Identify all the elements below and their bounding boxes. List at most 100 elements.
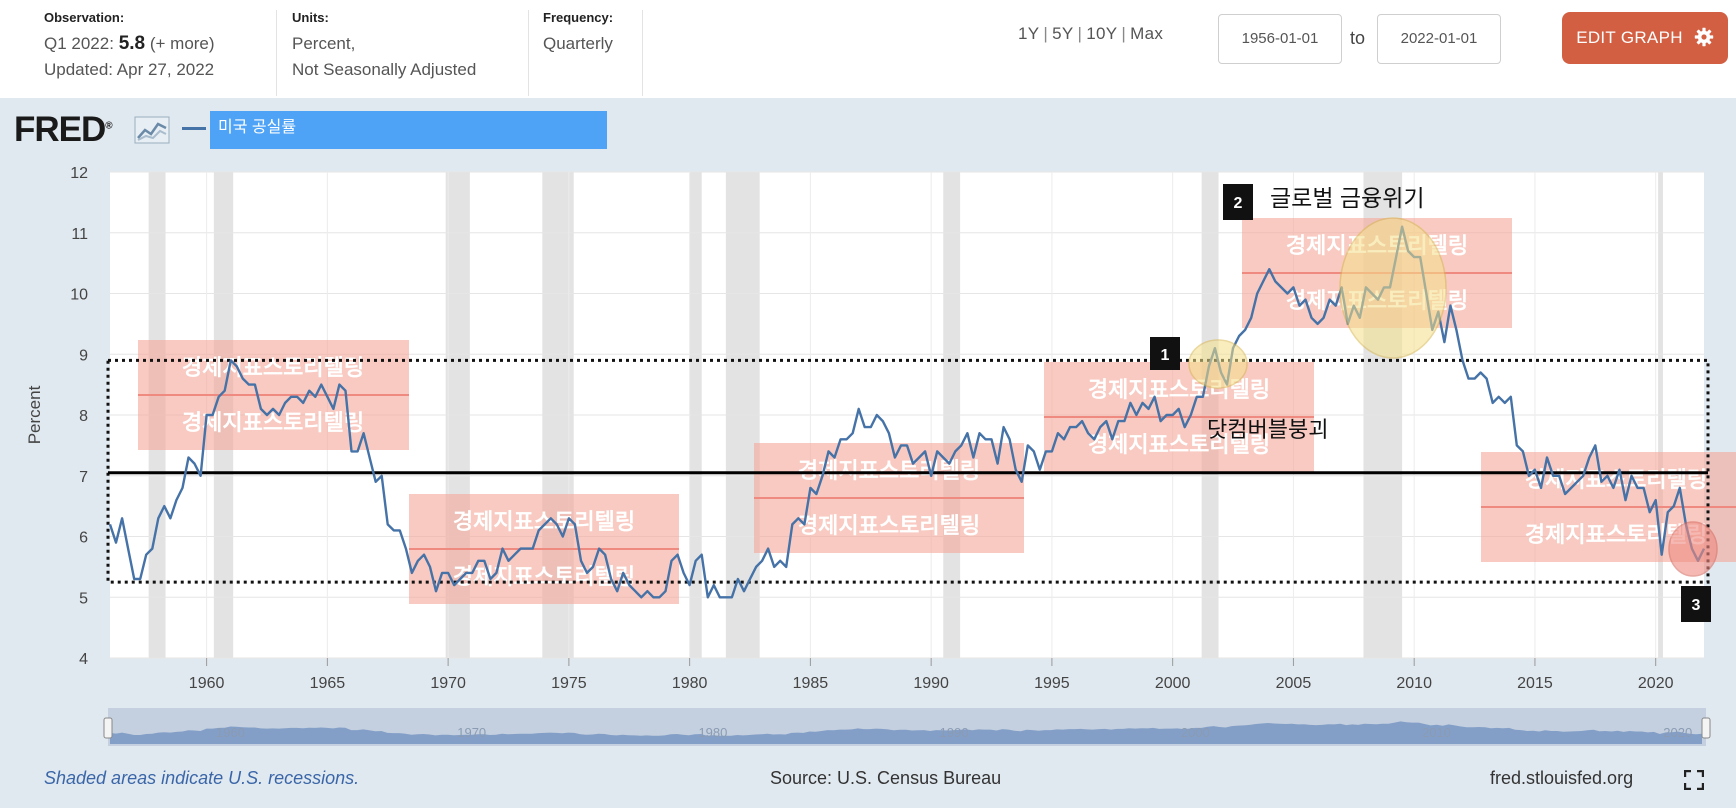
frequency-value: Quarterly [543, 34, 613, 53]
units-line-1: Percent, [292, 34, 356, 53]
navigator-year: 2000 [1181, 725, 1210, 740]
fred-logo-text: FRED [14, 110, 106, 149]
watermark-text: 경제지표스토리텔링 [453, 509, 635, 534]
units-line-2: Not Seasonally Adjusted [292, 60, 477, 79]
x-tick-label: 2005 [1276, 675, 1312, 692]
watermark-box: 경제지표스토리텔링 경제지표스토리텔링 [138, 340, 409, 450]
updated-date: Updated: Apr 27, 2022 [44, 60, 215, 79]
x-tick-label: 1975 [551, 675, 587, 692]
dotcom-highlight-circle [1188, 339, 1248, 389]
start-date-input[interactable]: 1956-01-01 [1218, 14, 1342, 64]
marker-number: 2 [1234, 195, 1243, 212]
navigator-year: 1960 [216, 725, 245, 740]
fullscreen-icon[interactable] [1684, 770, 1704, 790]
observation-number: 5.8 [118, 33, 146, 54]
navigator-year: 2020 [1663, 725, 1692, 740]
end-date-input[interactable]: 2022-01-01 [1377, 14, 1501, 64]
navigator-left-handle[interactable] [103, 717, 113, 739]
marker-number: 1 [1161, 347, 1170, 364]
x-tick-label: 1980 [672, 675, 708, 692]
range-max[interactable]: Max [1130, 24, 1164, 43]
observation-block: Observation: Q1 2022: 5.8 (+ more) Updat… [44, 10, 215, 83]
y-tick-label: 7 [79, 469, 88, 486]
range-band-box [106, 358, 1710, 584]
recent-highlight-circle [1668, 521, 1718, 577]
y-tick-label: 5 [79, 590, 88, 607]
y-axis-ticks: 4 5 6 7 8 9 10 11 12 [70, 165, 88, 668]
observation-prefix: Q1 2022: [44, 34, 114, 53]
fred-logo[interactable]: FRED® [14, 110, 113, 150]
chart-trend-icon [134, 116, 170, 144]
edit-graph-label: EDIT GRAPH [1576, 28, 1683, 47]
legend-swatch [182, 127, 206, 130]
watermark-text: 경제지표스토리텔링 [1088, 432, 1270, 457]
navigator-area [110, 721, 1702, 744]
y-tick-label: 6 [79, 530, 88, 547]
dotcom-label: 닷컴버블붕괴 [1207, 417, 1328, 442]
x-tick-label: 1990 [913, 675, 949, 692]
x-tick-label: 1960 [189, 675, 225, 692]
x-tick-label: 1995 [1034, 675, 1070, 692]
range-navigator[interactable]: 1960 1970 1980 1990 2000 2010 2020 [103, 708, 1711, 746]
y-tick-label: 12 [70, 165, 88, 182]
x-tick-label: 2015 [1517, 675, 1553, 692]
x-tick-label: 1970 [430, 675, 466, 692]
units-label: Units: [292, 10, 329, 25]
range-selector: 1Y | 5Y | 10Y | Max [1018, 24, 1164, 43]
to-label: to [1350, 28, 1366, 48]
navigator-year-labels: 1960 1970 1980 1990 2000 2010 2020 [216, 725, 1692, 740]
frequency-label: Frequency: [543, 10, 614, 25]
source-text: Source: U.S. Census Bureau [770, 768, 1002, 788]
y-axis-label: Percent [25, 385, 44, 444]
gfc-highlight-circle [1339, 217, 1447, 359]
x-tick-label: 2010 [1396, 675, 1432, 692]
x-tick-label: 1965 [310, 675, 346, 692]
navigator-year: 1980 [698, 725, 727, 740]
edit-graph-button[interactable]: EDIT GRAPH [1562, 12, 1728, 64]
x-tick-label: 2000 [1155, 675, 1191, 692]
x-tick-label: 2020 [1638, 675, 1674, 692]
gear-icon [1694, 27, 1714, 47]
observation-value: Q1 2022: 5.8 (+ more) [44, 31, 215, 57]
divider [642, 10, 643, 96]
observation-label: Observation: [44, 10, 125, 25]
navigator-right-handle[interactable] [1701, 717, 1711, 739]
watermark-text: 경제지표스토리텔링 [798, 513, 980, 538]
header-bar: Observation: Q1 2022: 5.8 (+ more) Updat… [0, 0, 1736, 100]
watermark-text: 경제지표스토리텔링 [453, 564, 635, 589]
marker-number: 3 [1692, 597, 1701, 614]
units-block: Units: Percent, Not Seasonally Adjusted [292, 10, 476, 83]
marker-3: 3 [1681, 586, 1711, 622]
more-link[interactable]: (+ more) [149, 34, 215, 53]
navigator-year: 2010 [1422, 725, 1451, 740]
legend-series-label[interactable]: 미국 공실률 [210, 111, 607, 149]
navigator-year: 1970 [457, 725, 486, 740]
y-tick-label: 8 [79, 408, 88, 425]
divider [276, 10, 277, 96]
navigator-year: 1990 [940, 725, 969, 740]
watermark-box: 경제지표스토리텔링 경제지표스토리텔링 [1044, 362, 1314, 472]
y-tick-label: 11 [71, 226, 88, 243]
range-10y[interactable]: 10Y [1086, 24, 1118, 43]
y-tick-label: 4 [79, 651, 88, 668]
x-tick-label: 1985 [793, 675, 829, 692]
watermark-box: 경제지표스토리텔링 경제지표스토리텔링 [409, 494, 679, 604]
recession-footnote: Shaded areas indicate U.S. recessions. [44, 768, 360, 788]
divider [528, 10, 529, 96]
x-axis-ticks: 1960 1965 1970 1975 1980 1985 1990 1995 2000 2005… [189, 658, 1674, 692]
marker-2: 2 [1223, 184, 1253, 220]
range-1y[interactable]: 1Y [1018, 24, 1040, 43]
marker-1: 1 [1150, 337, 1180, 370]
watermark-text: 경제지표스토리텔링 [182, 355, 364, 380]
frequency-block: Frequency: Quarterly [543, 10, 613, 57]
y-tick-label: 10 [70, 287, 88, 304]
range-5y[interactable]: 5Y [1052, 24, 1074, 43]
site-link[interactable]: fred.stlouisfed.org [1490, 768, 1634, 788]
watermark-box: 경제지표스토리텔링 경제지표스토리텔링 [754, 443, 1024, 553]
gfc-label: 글로벌 금융위기 [1270, 185, 1425, 211]
watermark-text: 경제지표스토리텔링 [182, 410, 364, 435]
registered-mark: ® [105, 120, 112, 132]
y-tick-label: 9 [79, 347, 88, 364]
watermark-text: 경제지표스토리텔링 [1088, 377, 1270, 402]
